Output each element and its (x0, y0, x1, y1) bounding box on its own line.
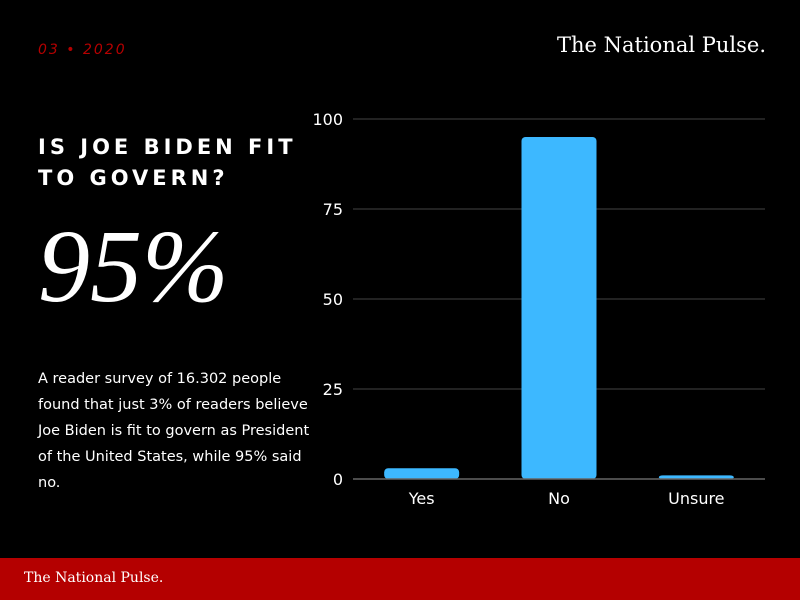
x-tick-label-unsure: Unsure (668, 489, 724, 508)
footer-bar: The National Pulse. (0, 558, 800, 600)
bar-chart: 0 25 50 75 100 Yes No Unsure (312, 110, 765, 508)
bar-unsure (658, 475, 734, 479)
big-stat: 95% (38, 209, 229, 324)
y-tick-label-0: 0 (333, 470, 343, 489)
x-tick-label-no: No (548, 489, 570, 508)
headline-question: IS JOE BIDEN FIT TO GOVERN? (38, 135, 297, 190)
date-label: 03 • 2020 (38, 42, 127, 58)
description: A reader survey of 16.302 people found t… (38, 371, 310, 491)
brand-logo: The National Pulse. (556, 33, 766, 57)
bar-no (521, 137, 597, 479)
y-tick-label-100: 100 (312, 110, 343, 129)
y-tick-label-25: 25 (323, 380, 343, 399)
y-tick-label-75: 75 (323, 200, 343, 219)
bar-yes (384, 468, 460, 479)
y-tick-label-50: 50 (323, 290, 343, 309)
footer-brand: The National Pulse. (24, 570, 164, 586)
x-tick-label-yes: Yes (408, 489, 435, 508)
